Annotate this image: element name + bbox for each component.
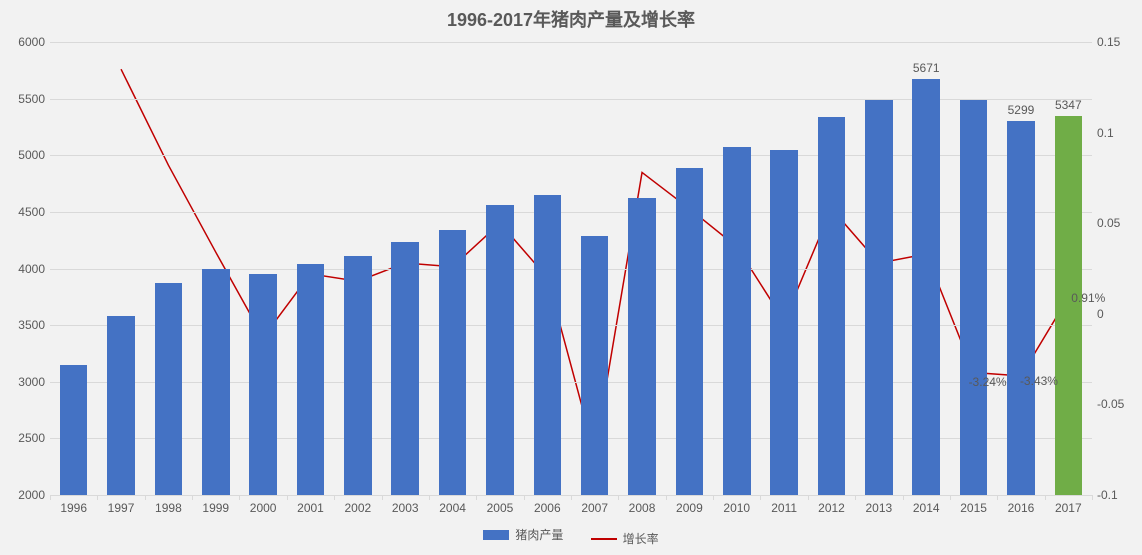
x-tick [666,495,667,500]
x-tick [145,495,146,500]
x-tick-label: 2005 [487,501,514,515]
x-tick-label: 2002 [345,501,372,515]
legend-item-bars: 猪肉产量 [483,526,563,543]
y-left-tick-label: 2000 [5,488,45,502]
x-tick-label: 2014 [913,501,940,515]
y-left-tick-label: 5000 [5,148,45,162]
y-left-tick-label: 3000 [5,375,45,389]
legend: 猪肉产量 增长率 [0,526,1142,547]
x-tick [997,495,998,500]
y-right-tick-label: -0.05 [1097,397,1137,411]
x-tick [239,495,240,500]
x-tick-label: 1996 [60,501,87,515]
x-tick-label: 2004 [439,501,466,515]
x-tick-label: 2006 [534,501,561,515]
line-data-label: -3.24% [969,375,1007,389]
x-tick-label: 1998 [155,501,182,515]
x-tick [808,495,809,500]
bar [676,168,703,495]
x-tick [476,495,477,500]
x-tick-label: 2016 [1008,501,1035,515]
bar [107,316,134,495]
bar-data-label: 5671 [913,61,940,75]
x-tick [903,495,904,500]
x-tick-label: 2010 [723,501,750,515]
y-left-tick-label: 5500 [5,92,45,106]
x-tick-label: 2007 [581,501,608,515]
y-right-tick-label: 0.15 [1097,35,1137,49]
x-tick [97,495,98,500]
bar [60,365,87,495]
bar [391,242,418,495]
x-tick [950,495,951,500]
x-tick-label: 2009 [676,501,703,515]
legend-swatch-line [591,538,617,540]
y-left-tick-label: 3500 [5,318,45,332]
x-tick [429,495,430,500]
x-tick-label: 2000 [250,501,277,515]
bar [581,236,608,495]
bar [723,147,750,495]
x-tick-label: 2003 [392,501,419,515]
x-tick-label: 2011 [771,501,797,515]
x-tick [50,495,51,500]
x-tick-label: 2017 [1055,501,1082,515]
chart-title: 1996-2017年猪肉产量及增长率 [0,6,1142,32]
legend-label-line: 增长率 [623,530,659,547]
bar [249,274,276,495]
legend-item-line: 增长率 [591,530,659,547]
x-tick-label: 2012 [818,501,845,515]
x-tick [1092,495,1093,500]
bar [1055,116,1082,495]
chart-container: 1996-2017年猪肉产量及增长率 200025003000350040004… [0,0,1142,555]
y-left-tick-label: 6000 [5,35,45,49]
x-tick [855,495,856,500]
x-tick [618,495,619,500]
bar [344,256,371,495]
bar [628,198,655,495]
gridline [50,42,1092,43]
bar [534,195,561,495]
line-data-label: 0.91% [1071,291,1105,305]
plot-area: 200025003000350040004500500055006000-0.1… [50,42,1092,495]
bar [202,269,229,496]
bar [770,150,797,495]
bar-data-label: 5299 [1008,103,1035,117]
x-tick [524,495,525,500]
x-tick-label: 2008 [629,501,656,515]
x-tick-label: 2013 [866,501,893,515]
bar [865,100,892,495]
x-tick [287,495,288,500]
bar [486,205,513,495]
x-tick-label: 1997 [108,501,135,515]
x-tick [334,495,335,500]
y-right-tick-label: 0.1 [1097,126,1137,140]
x-tick-label: 1999 [202,501,229,515]
bar [297,264,324,495]
bar-data-label: 5347 [1055,98,1082,112]
line-data-label: -3.43% [1020,374,1058,388]
x-tick-label: 2015 [960,501,987,515]
bar [155,283,182,495]
bar [1007,121,1034,495]
x-tick-label: 2001 [297,501,324,515]
y-left-tick-label: 4500 [5,205,45,219]
x-tick [571,495,572,500]
x-tick [760,495,761,500]
y-right-tick-label: -0.1 [1097,488,1137,502]
legend-label-bars: 猪肉产量 [515,526,563,543]
x-tick [192,495,193,500]
y-left-tick-label: 4000 [5,262,45,276]
bar [960,100,987,495]
y-right-tick-label: 0.05 [1097,216,1137,230]
y-left-tick-label: 2500 [5,431,45,445]
bar [818,117,845,495]
x-tick [713,495,714,500]
y-right-tick-label: 0 [1097,307,1137,321]
x-tick [1045,495,1046,500]
x-tick [382,495,383,500]
bar [912,79,939,495]
legend-swatch-bar [483,530,509,540]
bar [439,230,466,495]
